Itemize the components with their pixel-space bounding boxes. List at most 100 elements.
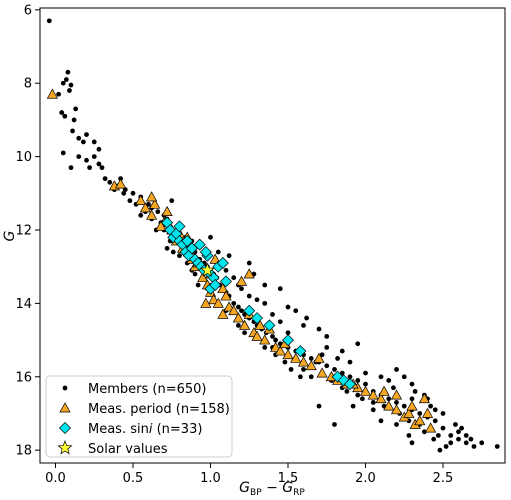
member-point (76, 154, 82, 160)
period-point (270, 341, 282, 352)
period-point (282, 349, 294, 360)
member-point (431, 436, 437, 442)
period-point (406, 400, 418, 411)
member-point (155, 209, 161, 215)
member-point (56, 91, 61, 97)
period-point (378, 385, 390, 396)
sini-point (173, 220, 186, 233)
member-point (71, 117, 77, 123)
legend-label-period: Meas. period (n=158) (88, 402, 230, 417)
period-point (232, 312, 244, 323)
member-point (285, 304, 291, 310)
plot-frame (39, 7, 506, 464)
period-point (200, 297, 212, 308)
x-tick-label: 0.0 (45, 471, 66, 486)
member-point (277, 286, 283, 292)
member-point (494, 444, 500, 449)
member-point (239, 308, 244, 314)
member-point (386, 396, 392, 402)
member-point (355, 392, 361, 398)
period-point (425, 422, 437, 433)
member-point (308, 374, 314, 380)
member-point (432, 407, 438, 413)
period-point (421, 407, 434, 418)
legend-label-solar: Solar values (88, 442, 168, 457)
member-point (298, 374, 303, 380)
y-tick-label: 16 (15, 370, 32, 385)
period-point (390, 404, 403, 415)
member-point (164, 245, 170, 251)
member-point (347, 374, 353, 380)
member-point (386, 378, 392, 383)
member-point (347, 359, 353, 365)
member-point (65, 69, 71, 75)
period-point (228, 305, 240, 316)
member-point (463, 440, 469, 446)
member-point (293, 308, 299, 314)
sini-point (282, 334, 294, 347)
member-point (409, 381, 415, 387)
period-point (135, 194, 147, 205)
y-axis-label: G (2, 230, 18, 241)
legend-markers (57, 385, 73, 455)
member-point (208, 234, 213, 240)
period-point (375, 393, 387, 404)
period-point (239, 319, 251, 330)
member-point (215, 249, 221, 255)
period-point (403, 407, 415, 418)
sini-point (344, 378, 356, 391)
period-point (155, 220, 167, 231)
period-point (217, 308, 229, 319)
member-point (246, 260, 252, 266)
period-point (390, 389, 403, 400)
y-tick-label: 14 (15, 297, 32, 312)
period-point (146, 209, 158, 220)
member-point (409, 440, 415, 446)
member-point (239, 286, 244, 292)
x-tick-label: 1.0 (200, 471, 221, 486)
member-point (68, 165, 74, 171)
period-point (220, 290, 232, 301)
sini-point (216, 257, 229, 270)
member-point (102, 176, 108, 182)
member-point (344, 389, 350, 394)
x-tick-label: 0.5 (123, 471, 144, 486)
member-point (81, 139, 86, 145)
member-point (339, 348, 345, 354)
member-point (192, 271, 198, 277)
legend-marker-dot (62, 385, 68, 391)
member-point (468, 436, 474, 442)
member-point (319, 352, 325, 358)
period-point (274, 345, 286, 356)
member-point (409, 396, 415, 402)
member-point (254, 297, 260, 303)
period-point (418, 393, 430, 404)
period-point (414, 415, 426, 426)
member-point (459, 425, 464, 431)
member-point (394, 422, 399, 427)
period-point (223, 301, 235, 312)
x-tick-label: 2.0 (355, 471, 376, 486)
period-point (217, 282, 229, 294)
member-point (273, 337, 278, 343)
member-point (130, 190, 136, 196)
member-point (332, 367, 337, 372)
period-point (46, 88, 58, 99)
member-point (360, 396, 365, 402)
member-point (87, 165, 92, 171)
member-point (91, 139, 97, 145)
member-point (355, 378, 361, 383)
member-point (84, 132, 89, 137)
member-point (60, 150, 66, 156)
data-points (46, 18, 500, 453)
member-point (406, 433, 412, 438)
member-point (127, 198, 133, 204)
member-point (363, 381, 368, 387)
member-point (471, 444, 477, 449)
member-point (394, 400, 399, 405)
period-point (139, 202, 151, 213)
period-point (259, 334, 271, 345)
y-tick-label: 18 (15, 444, 32, 459)
legend-marker-star (57, 440, 73, 455)
x-axis-ticks: 0.0 0.5 1.0 1.5 2.0 2.5 (45, 463, 453, 486)
